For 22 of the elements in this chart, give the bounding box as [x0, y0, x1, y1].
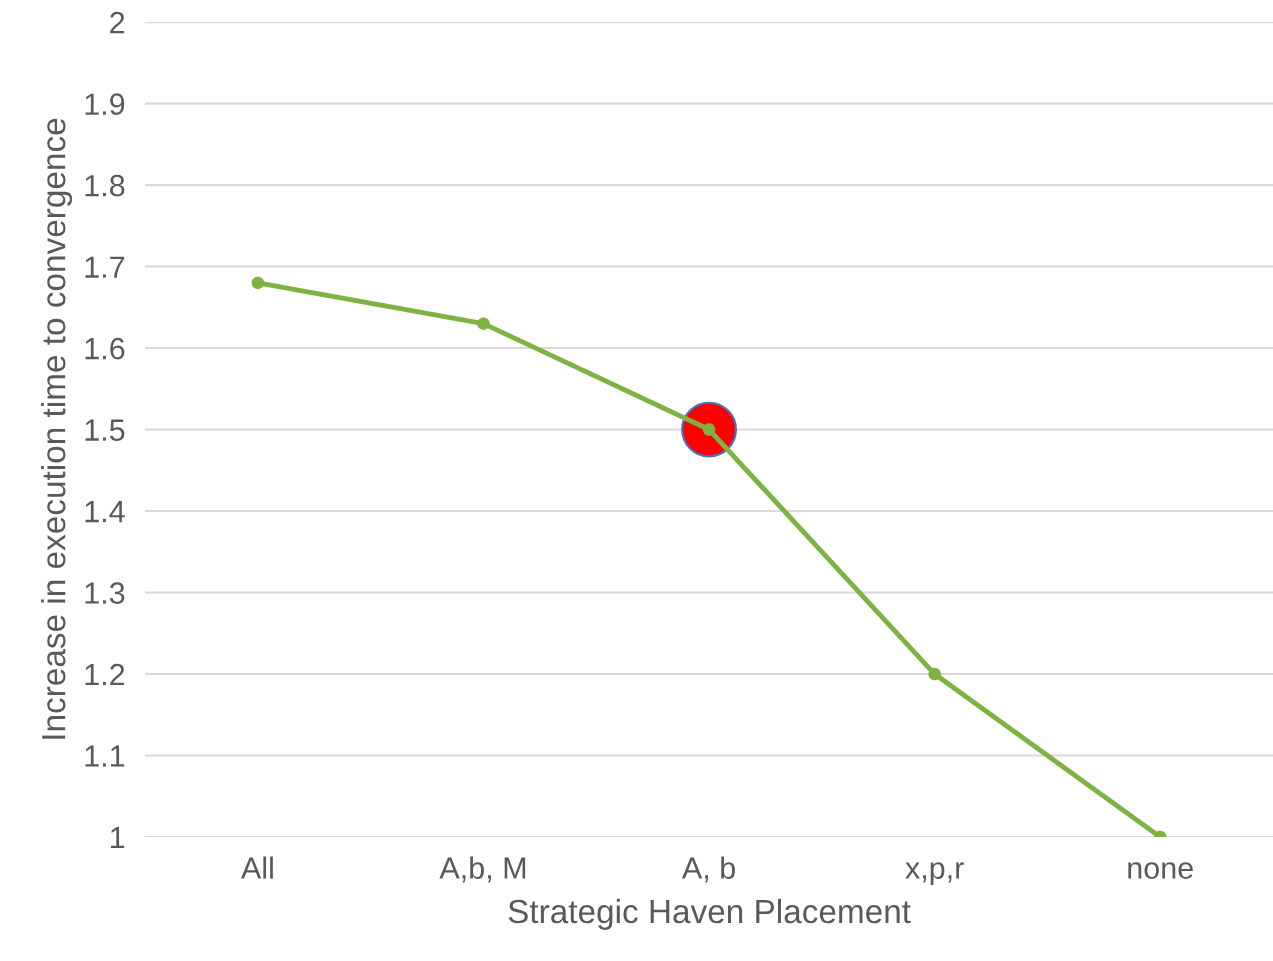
y-tick-label: 1.9 [85, 93, 125, 115]
y-tick-label: 1 [111, 827, 125, 849]
y-tick-label: 1.3 [85, 582, 125, 604]
y-tick-label: 1.8 [85, 174, 125, 197]
x-axis-title: Strategic Haven Placement [508, 898, 911, 930]
point [477, 317, 490, 330]
y-tick-label: 2 [110, 11, 125, 34]
x-tick-label: All [240, 856, 273, 879]
y-tick-label: 1.2 [85, 663, 125, 686]
y-tick-label: 1.6 [85, 337, 125, 360]
x-tick-label: x,p,r [905, 862, 964, 885]
y-tick-label: 1.7 [85, 256, 125, 278]
point [702, 423, 716, 436]
x-tick-label: A, b [681, 856, 735, 883]
y-tick-label: 1.4 [85, 501, 125, 523]
x-tick-label: A,b, M [439, 856, 526, 883]
x-tick-label: none [1128, 862, 1193, 879]
point [251, 276, 265, 290]
y-tick-label: 1.1 [85, 745, 125, 767]
y-axis-title: Increase in execution time to convergence [41, 118, 73, 739]
y-tick-label: 1.5 [85, 419, 125, 441]
point [928, 667, 941, 681]
